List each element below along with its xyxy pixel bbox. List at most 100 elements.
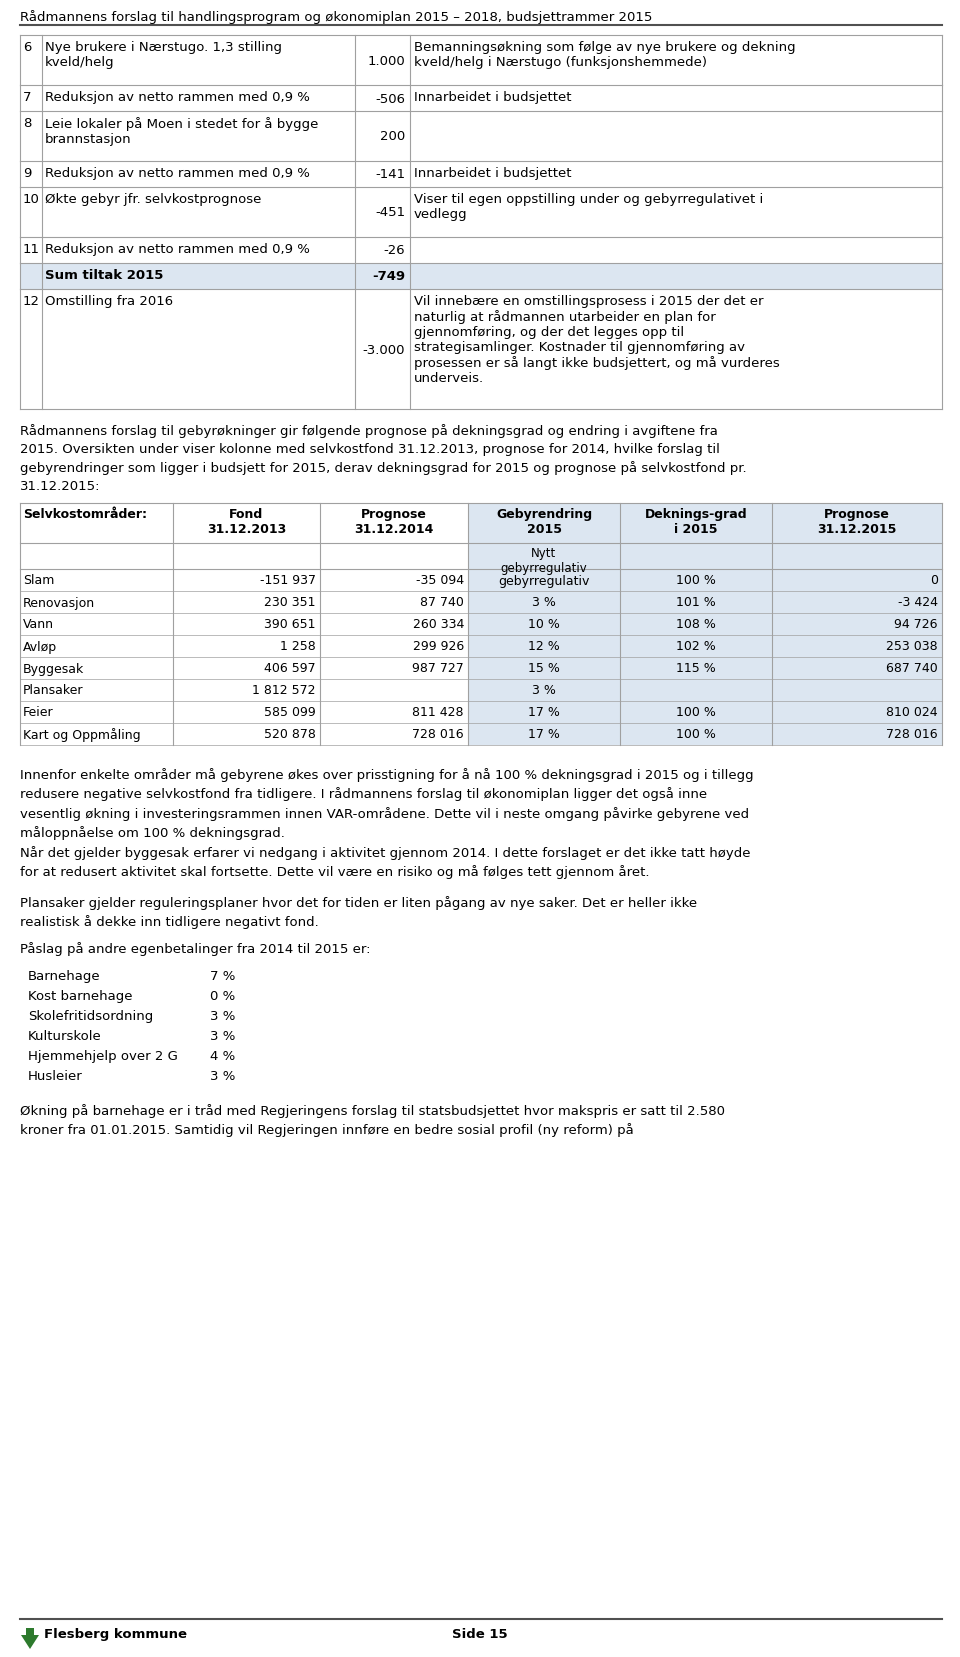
Text: 728 016: 728 016: [413, 727, 464, 741]
Text: Nytt
gebyrregulativ: Nytt gebyrregulativ: [500, 547, 588, 575]
Text: 200: 200: [380, 131, 405, 144]
Text: 7 %: 7 %: [210, 969, 235, 983]
Text: 17 %: 17 %: [528, 706, 560, 719]
Text: Skolefritidsordning: Skolefritidsordning: [28, 1009, 154, 1022]
Text: Avløp: Avløp: [23, 640, 58, 653]
Text: -3.000: -3.000: [363, 343, 405, 356]
Text: 12: 12: [23, 295, 40, 308]
Text: 10 %: 10 %: [528, 618, 560, 631]
Text: 585 099: 585 099: [264, 706, 316, 719]
Text: Husleier: Husleier: [28, 1069, 83, 1082]
Text: -35 094: -35 094: [416, 575, 464, 587]
Text: Renovasjon: Renovasjon: [23, 597, 95, 610]
Text: Omstilling fra 2016: Omstilling fra 2016: [45, 295, 173, 308]
Text: 728 016: 728 016: [886, 727, 938, 741]
Polygon shape: [21, 1635, 39, 1649]
Text: 299 926: 299 926: [413, 640, 464, 653]
Text: Prognose
31.12.2014: Prognose 31.12.2014: [354, 507, 434, 535]
Text: 0: 0: [930, 575, 938, 587]
Text: 100 %: 100 %: [676, 706, 716, 719]
Text: 230 351: 230 351: [265, 597, 316, 610]
Text: 406 597: 406 597: [264, 663, 316, 674]
Text: 1.000: 1.000: [368, 55, 405, 68]
Text: 3 %: 3 %: [532, 597, 556, 610]
Text: Økning på barnehage er i tråd med Regjeringens forslag til statsbudsjettet hvor : Økning på barnehage er i tråd med Regjer…: [20, 1104, 725, 1137]
Text: -26: -26: [383, 244, 405, 257]
Text: Fond
31.12.2013: Fond 31.12.2013: [206, 507, 286, 535]
Text: Feier: Feier: [23, 706, 54, 719]
Text: Vann: Vann: [23, 618, 54, 631]
Text: gebyrregulativ: gebyrregulativ: [498, 575, 589, 587]
Text: Innarbeidet i budsjettet: Innarbeidet i budsjettet: [414, 91, 571, 104]
Bar: [772, 504, 942, 746]
Text: Innarbeidet i budsjettet: Innarbeidet i budsjettet: [414, 167, 571, 181]
Text: Innenfor enkelte områder må gebyrene økes over prisstigning for å nå 100 % dekni: Innenfor enkelte områder må gebyrene øke…: [20, 767, 754, 840]
Text: Flesberg kommune: Flesberg kommune: [44, 1627, 187, 1640]
Text: Side 15: Side 15: [452, 1627, 508, 1640]
Text: 15 %: 15 %: [528, 663, 560, 674]
Text: 100 %: 100 %: [676, 575, 716, 587]
Text: Når det gjelder byggesak erfarer vi nedgang i aktivitet gjennom 2014. I dette fo: Når det gjelder byggesak erfarer vi nedg…: [20, 845, 751, 878]
Text: 4 %: 4 %: [210, 1049, 235, 1062]
Text: Rådmannens forslag til handlingsprogram og økonomiplan 2015 – 2018, budsjettramm: Rådmannens forslag til handlingsprogram …: [20, 10, 653, 23]
Text: Viser til egen oppstilling under og gebyrregulativet i
vedlegg: Viser til egen oppstilling under og geby…: [414, 192, 763, 220]
Text: Økte gebyr jfr. selvkostprognose: Økte gebyr jfr. selvkostprognose: [45, 192, 261, 205]
Text: Reduksjon av netto rammen med 0,9 %: Reduksjon av netto rammen med 0,9 %: [45, 91, 310, 104]
Text: Plansaker: Plansaker: [23, 684, 84, 698]
Text: 87 740: 87 740: [420, 597, 464, 610]
Text: -141: -141: [374, 169, 405, 181]
Text: 3 %: 3 %: [210, 1009, 235, 1022]
Text: -506: -506: [375, 93, 405, 106]
Text: 687 740: 687 740: [886, 663, 938, 674]
Text: Hjemmehjelp over 2 G: Hjemmehjelp over 2 G: [28, 1049, 178, 1062]
Text: 3 %: 3 %: [532, 684, 556, 698]
Text: 1 812 572: 1 812 572: [252, 684, 316, 698]
Text: Nye brukere i Nærstugo. 1,3 stilling
kveld/helg: Nye brukere i Nærstugo. 1,3 stilling kve…: [45, 41, 282, 70]
Text: Slam: Slam: [23, 575, 55, 587]
Text: 10: 10: [23, 192, 40, 205]
Text: 3 %: 3 %: [210, 1069, 235, 1082]
Text: 260 334: 260 334: [413, 618, 464, 631]
Text: 810 024: 810 024: [886, 706, 938, 719]
Text: Barnehage: Barnehage: [28, 969, 101, 983]
Text: Selvkostområder:: Selvkostområder:: [23, 507, 147, 520]
Text: 11: 11: [23, 244, 40, 255]
Text: Kulturskole: Kulturskole: [28, 1029, 102, 1042]
Text: Prognose
31.12.2015: Prognose 31.12.2015: [817, 507, 897, 535]
Text: Kost barnehage: Kost barnehage: [28, 989, 132, 1002]
Bar: [26, 1629, 34, 1635]
Text: 253 038: 253 038: [886, 640, 938, 653]
Text: 811 428: 811 428: [413, 706, 464, 719]
Text: Bemanningsøkning som følge av nye brukere og dekning
kveld/helg i Nærstugo (funk: Bemanningsøkning som følge av nye bruker…: [414, 41, 796, 70]
Text: 94 726: 94 726: [895, 618, 938, 631]
Text: 115 %: 115 %: [676, 663, 716, 674]
Text: 100 %: 100 %: [676, 727, 716, 741]
Text: -451: -451: [374, 207, 405, 219]
Text: 0 %: 0 %: [210, 989, 235, 1002]
Text: 101 %: 101 %: [676, 597, 716, 610]
Text: 6: 6: [23, 41, 32, 55]
Text: 390 651: 390 651: [265, 618, 316, 631]
Text: Reduksjon av netto rammen med 0,9 %: Reduksjon av netto rammen med 0,9 %: [45, 167, 310, 181]
Text: Vil innebære en omstillingsprosess i 2015 der det er
naturlig at rådmannen utarb: Vil innebære en omstillingsprosess i 201…: [414, 295, 780, 384]
Text: Byggesak: Byggesak: [23, 663, 84, 674]
Text: Deknings-grad
i 2015: Deknings-grad i 2015: [645, 507, 747, 535]
Bar: [468, 504, 620, 746]
Text: Kart og Oppmåling: Kart og Oppmåling: [23, 727, 140, 742]
Bar: [20, 263, 942, 290]
Text: Sum tiltak 2015: Sum tiltak 2015: [45, 268, 163, 282]
Text: Gebyrendring
2015: Gebyrendring 2015: [496, 507, 592, 535]
Text: 102 %: 102 %: [676, 640, 716, 653]
Text: 987 727: 987 727: [412, 663, 464, 674]
Text: Rådmannens forslag til gebyrøkninger gir følgende prognose på dekningsgrad og en: Rådmannens forslag til gebyrøkninger gir…: [20, 424, 747, 494]
Text: -749: -749: [372, 270, 405, 283]
Text: 7: 7: [23, 91, 32, 104]
Text: 520 878: 520 878: [264, 727, 316, 741]
Text: Reduksjon av netto rammen med 0,9 %: Reduksjon av netto rammen med 0,9 %: [45, 244, 310, 255]
Text: 108 %: 108 %: [676, 618, 716, 631]
Text: -151 937: -151 937: [260, 575, 316, 587]
Text: Leie lokaler på Moen i stedet for å bygge
brannstasjon: Leie lokaler på Moen i stedet for å bygg…: [45, 118, 319, 146]
Text: 8: 8: [23, 118, 32, 129]
Text: 1 258: 1 258: [280, 640, 316, 653]
Text: 12 %: 12 %: [528, 640, 560, 653]
